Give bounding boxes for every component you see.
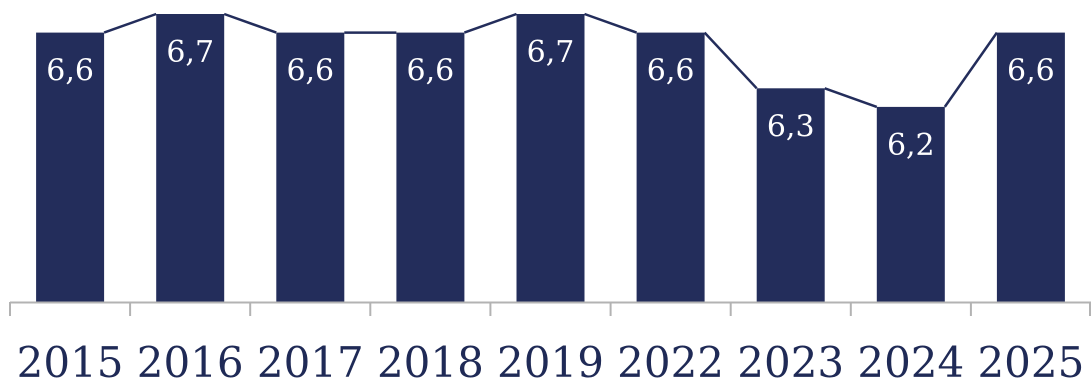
- x-tick-labels-group: 2015 2016 2017 2018 2019 2022 2023 2024 2025: [17, 338, 1085, 387]
- x-tick-label-2019: 2019: [497, 338, 604, 387]
- x-tick-label-2018: 2018: [377, 338, 484, 387]
- bar-2018: [396, 32, 465, 302]
- bar-2023: [756, 88, 825, 302]
- bar-2015: [36, 32, 105, 302]
- bar-2016: [156, 14, 225, 302]
- connector-line-2022-2023: [703, 31, 758, 90]
- x-tick-label-2025: 2025: [977, 338, 1084, 387]
- bar-2017: [276, 32, 345, 302]
- data-label-2025: 6,6: [1007, 54, 1055, 89]
- connector-line-2023-2024: [824, 87, 878, 109]
- x-axis: [9, 301, 1091, 316]
- data-label-2019: 6,7: [527, 35, 575, 70]
- x-tick-label-2024: 2024: [857, 338, 964, 387]
- connector-line-2019-2022: [584, 12, 638, 34]
- data-label-2024: 6,2: [887, 128, 935, 163]
- data-label-2016: 6,7: [166, 35, 214, 70]
- x-tick-label-2015: 2015: [17, 338, 124, 387]
- bars-group: [36, 14, 1065, 303]
- connector-line-2024-2025: [943, 31, 998, 108]
- data-labels-group: 6,6 6,7 6,6 6,6 6,7 6,6 6,3 6,2 6,6: [46, 35, 1055, 163]
- x-tick-label-2017: 2017: [257, 338, 364, 387]
- x-tick-label-2023: 2023: [737, 338, 844, 387]
- bar-2019: [516, 14, 585, 302]
- connector-line-group: [103, 12, 998, 109]
- data-label-2017: 6,6: [286, 54, 334, 89]
- connector-line-2015-2016: [103, 12, 157, 34]
- bar-2025: [996, 32, 1065, 302]
- data-label-2018: 6,6: [407, 54, 455, 89]
- bar-2024: [876, 106, 945, 303]
- bar-2022: [636, 32, 705, 302]
- connector-line-2016-2017: [223, 12, 277, 34]
- connector-line-2018-2019: [463, 12, 517, 34]
- data-label-2023: 6,3: [767, 109, 815, 144]
- data-label-2022: 6,6: [647, 54, 695, 89]
- data-label-2015: 6,6: [46, 54, 94, 89]
- x-tick-label-2022: 2022: [617, 338, 724, 387]
- x-tick-label-2016: 2016: [137, 338, 244, 387]
